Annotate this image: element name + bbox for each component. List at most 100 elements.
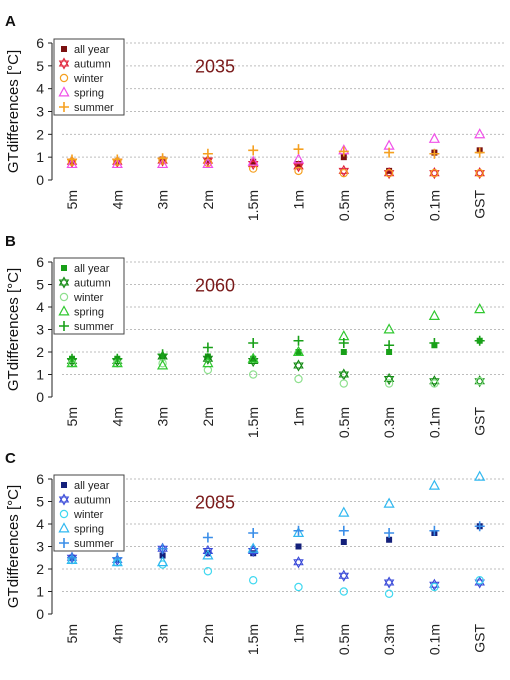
legend-label: summer <box>74 102 114 114</box>
x-tick-label: 0.1m <box>426 190 442 221</box>
legend-label: all year <box>74 44 110 56</box>
x-tick-label: 0.5m <box>336 407 352 438</box>
legend-label: autumn <box>74 59 111 71</box>
data-point <box>202 544 214 558</box>
y-tick-label: 6 <box>36 254 44 270</box>
data-point <box>384 168 394 178</box>
data-point <box>384 528 395 538</box>
data-point <box>157 349 168 360</box>
legend-label: spring <box>74 307 104 319</box>
data-point <box>429 338 440 348</box>
y-tick-label: 2 <box>36 126 44 142</box>
data-point <box>202 157 214 169</box>
data-point <box>111 556 123 567</box>
data-point <box>430 582 439 592</box>
data-point <box>202 352 214 365</box>
data-point <box>293 359 304 372</box>
data-point <box>204 157 211 164</box>
data-point <box>294 374 303 384</box>
panel-letter: B <box>5 233 16 250</box>
y-tick-label: 6 <box>36 471 44 487</box>
x-tick-label: 4m <box>109 190 125 209</box>
data-point <box>248 338 259 348</box>
data-point <box>430 168 439 178</box>
y-tick-label: 4 <box>36 516 44 532</box>
data-point <box>429 148 440 159</box>
y-tick-label: 3 <box>36 104 44 120</box>
series-1 <box>69 523 483 563</box>
x-tick-label: 1m <box>291 407 307 426</box>
data-point <box>429 525 440 536</box>
y-axis-label: GTdifferences [°C] <box>5 268 22 391</box>
data-point <box>156 157 169 169</box>
y-tick-label: 1 <box>36 149 44 165</box>
data-point <box>293 144 304 155</box>
x-tick-label: GST <box>472 624 488 653</box>
data-point <box>474 375 485 388</box>
legend-marker <box>58 276 70 289</box>
x-tick-label: GST <box>472 190 488 219</box>
data-point <box>428 309 441 320</box>
series-5 <box>67 335 485 364</box>
data-point <box>66 157 78 169</box>
panel-letter: C <box>5 450 16 467</box>
data-point <box>247 155 259 166</box>
data-point <box>203 567 213 576</box>
data-point <box>384 147 395 158</box>
data-point <box>248 145 259 156</box>
series-1 <box>69 337 483 362</box>
data-point <box>67 353 77 364</box>
series-4 <box>66 303 486 370</box>
y-tick-label: 3 <box>36 322 44 338</box>
x-tick-label: 3m <box>155 624 171 643</box>
data-point <box>112 552 123 563</box>
x-tick-label: 0.3m <box>381 407 397 438</box>
data-point <box>157 153 168 164</box>
data-point <box>340 154 347 161</box>
data-point <box>340 349 347 355</box>
x-tick-label: 3m <box>155 407 171 426</box>
series-2 <box>66 350 485 388</box>
x-tick-label: 1.5m <box>245 190 261 221</box>
y-tick-label: 3 <box>36 539 44 555</box>
data-point <box>294 582 303 592</box>
y-tick-label: 2 <box>36 344 44 360</box>
data-point <box>386 349 393 355</box>
series-4 <box>66 470 486 567</box>
data-point <box>384 340 395 351</box>
data-point <box>292 153 305 164</box>
data-point <box>474 303 486 314</box>
y-axis-label: GTdifferences [°C] <box>5 50 22 173</box>
x-tick-label: 1m <box>291 624 307 643</box>
series-4 <box>66 128 486 169</box>
data-point <box>293 556 304 569</box>
data-point <box>338 506 350 517</box>
chart-panel-B: B 0 1 2 3 4 5 6 GTdifferences [°C] 5m 4m 3m 2m 1.5m 1m… <box>5 233 505 438</box>
data-point <box>248 528 259 538</box>
series-3 <box>67 359 484 388</box>
legend-marker <box>59 102 69 112</box>
series-3 <box>67 156 484 178</box>
panel-letter: A <box>5 13 16 30</box>
legend-label: all year <box>74 480 110 492</box>
data-point <box>338 525 349 536</box>
legend-marker <box>58 522 70 533</box>
legend-marker <box>61 46 67 52</box>
legend-marker <box>59 321 69 331</box>
data-point <box>474 167 485 180</box>
data-point <box>338 338 349 348</box>
legend-marker <box>59 73 69 83</box>
data-point <box>428 132 441 143</box>
x-tick-label: 4m <box>109 624 125 643</box>
data-point <box>338 368 350 381</box>
legend-marker <box>58 305 70 316</box>
data-point <box>294 166 303 176</box>
y-tick-label: 5 <box>36 277 44 293</box>
data-point <box>474 128 486 139</box>
chart-panel-C: C 0 1 2 3 4 5 6 GTdifferences [°C] 5m 4m 3m 2m 1.5m 1m… <box>5 450 505 655</box>
data-point <box>202 532 213 543</box>
data-point <box>248 576 258 585</box>
data-point <box>383 497 395 508</box>
